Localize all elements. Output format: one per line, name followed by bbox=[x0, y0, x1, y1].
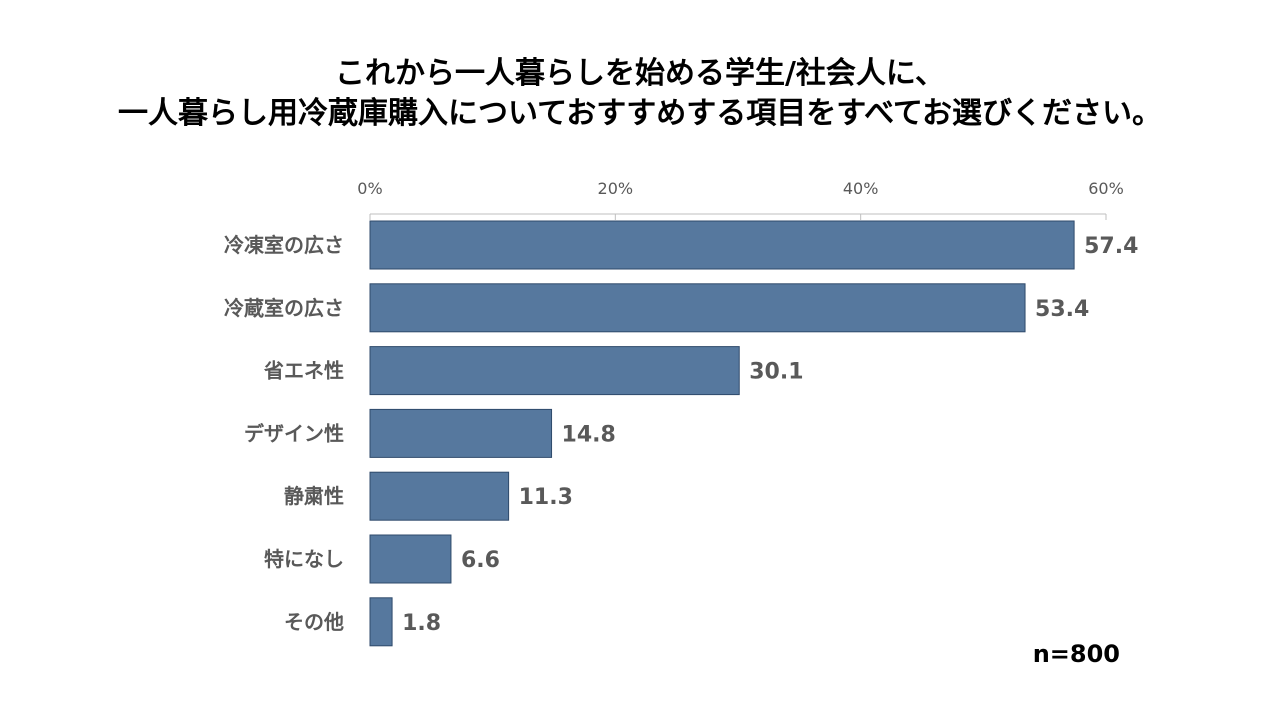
data-label: 11.3 bbox=[519, 485, 573, 510]
sample-size-note: n=800 bbox=[1032, 640, 1120, 668]
category-label: 特になし bbox=[264, 547, 344, 571]
category-label: 冷蔵室の広さ bbox=[224, 296, 344, 320]
data-label: 1.8 bbox=[402, 611, 441, 636]
value-labels: 57.4 53.4 30.1 14.8 11.3 6.6 1.8 bbox=[402, 234, 1138, 636]
x-tick-label: 0% bbox=[357, 179, 382, 198]
bar bbox=[369, 471, 510, 521]
x-tick-label: 40% bbox=[843, 179, 879, 198]
category-label: 省エネ性 bbox=[263, 359, 344, 383]
category-label: その他 bbox=[284, 610, 344, 634]
x-tick-label: 60% bbox=[1088, 179, 1124, 198]
data-label: 53.4 bbox=[1035, 297, 1089, 322]
category-label: 冷凍室の広さ bbox=[224, 233, 344, 257]
x-axis: 0% 20% 40% 60% bbox=[357, 179, 1124, 220]
bar bbox=[369, 534, 452, 584]
category-label: 静粛性 bbox=[284, 484, 344, 508]
data-label: 30.1 bbox=[749, 360, 803, 385]
data-label: 14.8 bbox=[562, 422, 616, 447]
data-label: 6.6 bbox=[461, 548, 500, 573]
chart-title-line-1: これから一人暮らしを始める学生/社会人に、 bbox=[334, 56, 946, 91]
bar bbox=[369, 408, 553, 458]
bar bbox=[369, 597, 393, 647]
data-label: 57.4 bbox=[1084, 234, 1138, 259]
bar bbox=[369, 283, 1026, 333]
bar bbox=[369, 220, 1075, 270]
x-tick-label: 20% bbox=[598, 179, 634, 198]
category-label: デザイン性 bbox=[244, 421, 344, 445]
bars bbox=[369, 220, 1075, 647]
bar bbox=[369, 346, 740, 396]
chart-title-line-2: 一人暮らし用冷蔵庫購入についておすすめする項目をすべてお選びください。 bbox=[118, 96, 1162, 131]
